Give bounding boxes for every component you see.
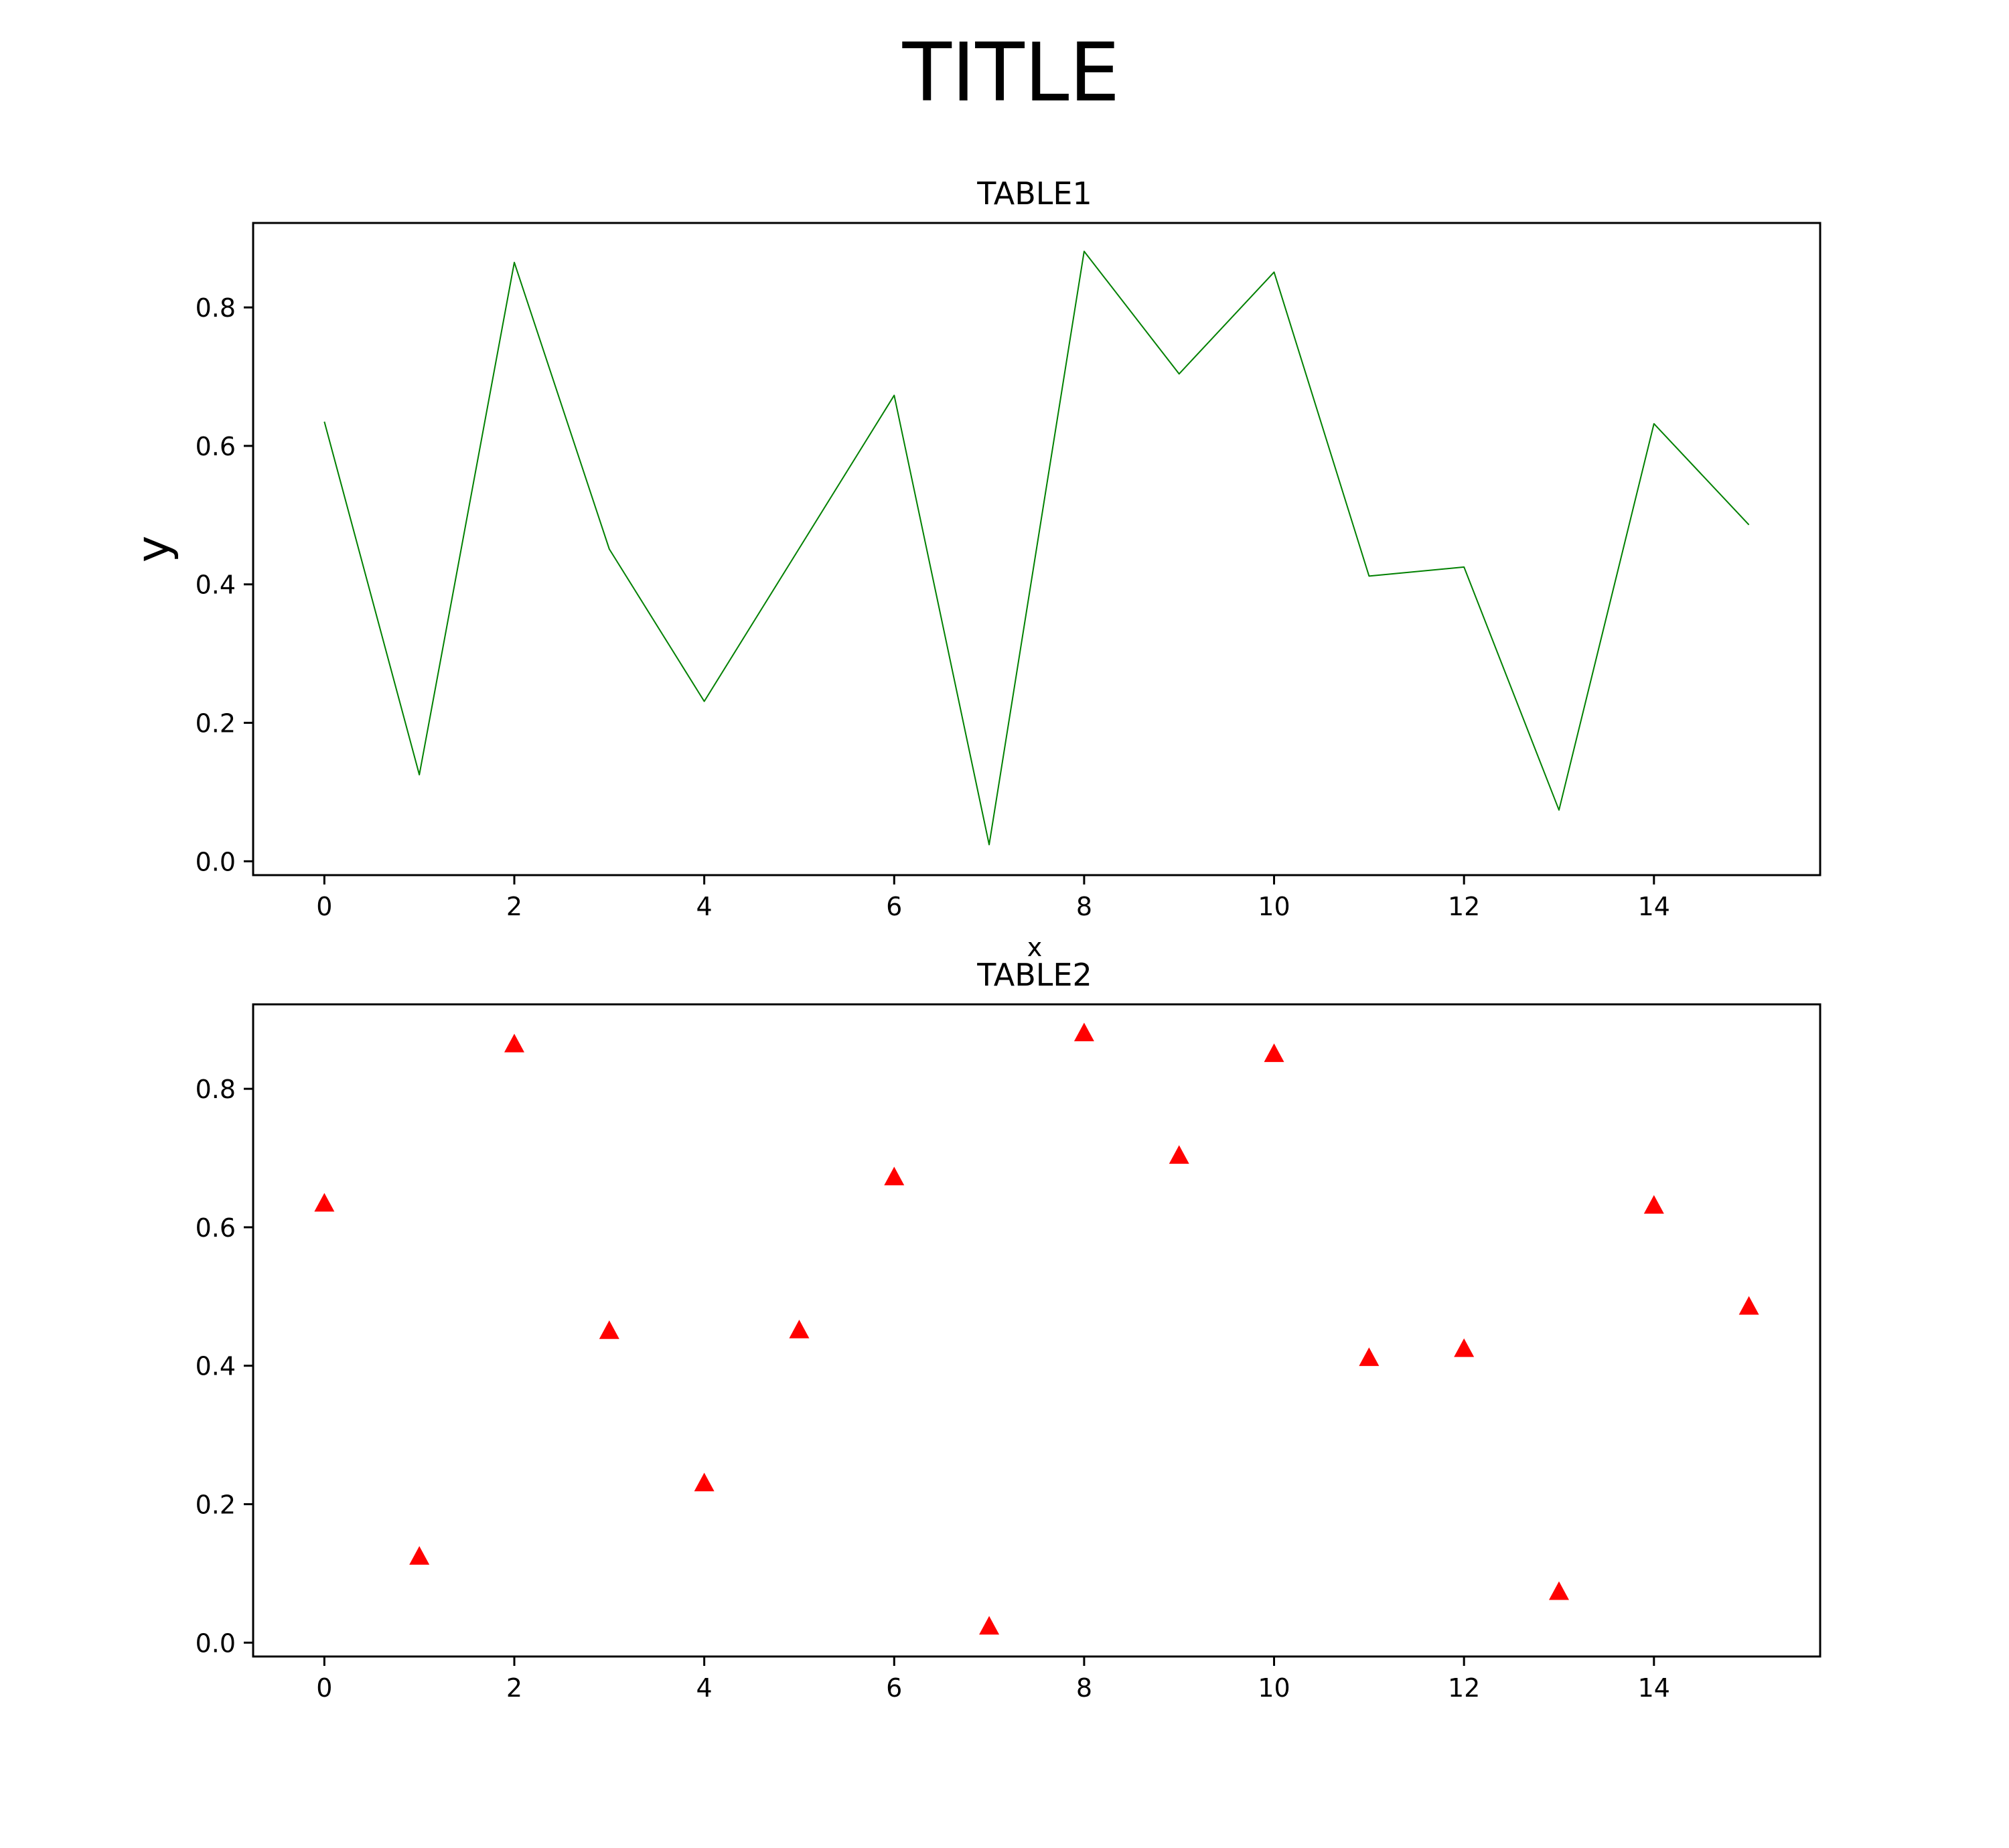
chart-2-y-tick-label: 0.8 [196, 1075, 236, 1104]
chart-2-triangle-marker [1359, 1347, 1380, 1367]
chart-1-y-tick-label: 0.0 [196, 847, 236, 876]
chart-1-y-axis: 0.0 0.2 0.4 0.6 0.8 [196, 293, 253, 876]
chart-1-series-line [323, 250, 1750, 846]
chart-1-x-tick-label: 8 [1076, 892, 1092, 921]
chart-2-triangle-marker [1549, 1581, 1569, 1600]
chart-1-y-tick-label: 0.8 [196, 293, 236, 323]
chart-2-y-tick-label: 0.4 [196, 1352, 236, 1381]
chart-2-triangle-marker [1169, 1145, 1189, 1164]
chart-1-x-tick-label: 6 [886, 892, 902, 921]
chart-2-x-axis: 0 2 4 6 8 10 12 14 [316, 1657, 1670, 1703]
chart-2-x-tick-label: 4 [696, 1673, 713, 1703]
chart-1-x-tick-label: 0 [316, 892, 332, 921]
chart-1-x-tick-label: 12 [1448, 892, 1480, 921]
chart-1-x-tick-label: 4 [696, 892, 713, 921]
chart-2-triangle-marker [314, 1192, 335, 1212]
chart-2-x-tick-label: 10 [1258, 1673, 1290, 1703]
chart-2-triangle-marker [789, 1319, 810, 1338]
chart-2-x-tick-label: 14 [1638, 1673, 1670, 1703]
chart-1-marks [323, 250, 1750, 846]
chart-1-plot-area [252, 222, 1821, 876]
chart-2-plot-area [252, 1003, 1821, 1658]
chart-1-y-tick-label: 0.4 [196, 570, 236, 600]
chart-2-title: TABLE2 [976, 957, 1092, 993]
chart-1-x-tick-label: 10 [1258, 892, 1290, 921]
chart-1-title: TABLE1 [976, 175, 1092, 212]
chart-2-x-tick-label: 8 [1076, 1673, 1092, 1703]
chart-2-y-tick-label: 0.2 [196, 1490, 236, 1520]
chart-2-triangle-marker [1454, 1338, 1475, 1357]
chart-2-triangle-marker [599, 1320, 619, 1339]
chart-1-y-tick-label: 0.6 [196, 432, 236, 461]
chart-2-y-tick-label: 0.6 [196, 1213, 236, 1243]
chart-2-triangle-marker [1073, 1022, 1094, 1042]
chart-2-marks [314, 1022, 1759, 1635]
chart-1-x-tick-label: 2 [506, 892, 522, 921]
chart-2-x-tick-label: 6 [886, 1673, 902, 1703]
chart-2-triangle-marker [504, 1033, 524, 1053]
chart-2-x-tick-label: 2 [506, 1673, 522, 1703]
chart-2-triangle-marker [409, 1546, 430, 1565]
chart-2-triangle-marker [1643, 1195, 1664, 1214]
chart-panel-1: TABLE1 0 2 4 6 8 10 12 14 0.0 0.2 0.4 0.6 0.8 x y [127, 175, 1821, 962]
chart-2-y-tick-label: 0.0 [196, 1628, 236, 1658]
chart-2-triangle-marker [884, 1166, 905, 1186]
chart-2-frame [252, 1003, 1821, 1658]
figure-title: TITLE [902, 27, 1120, 120]
chart-2-triangle-marker [1738, 1296, 1759, 1315]
chart-1-x-tick-label: 14 [1638, 892, 1670, 921]
chart-2-triangle-marker [694, 1472, 715, 1492]
chart-1-y-axis-label: y [127, 536, 180, 562]
chart-2-x-tick-label: 0 [316, 1673, 332, 1703]
chart-2-x-tick-label: 12 [1448, 1673, 1480, 1703]
chart-2-triangle-marker [1264, 1043, 1284, 1063]
chart-1-frame [252, 222, 1821, 876]
chart-2-triangle-marker [979, 1616, 1000, 1635]
chart-1-y-tick-label: 0.2 [196, 709, 236, 739]
chart-1-x-axis-label: x [1027, 933, 1043, 962]
chart-1-x-axis: 0 2 4 6 8 10 12 14 [316, 875, 1670, 921]
chart-panel-2: TABLE2 0 2 4 6 8 10 12 14 0.0 0.2 0.4 0.6 0.8 [196, 957, 1821, 1703]
chart-2-y-axis: 0.0 0.2 0.4 0.6 0.8 [196, 1075, 253, 1658]
